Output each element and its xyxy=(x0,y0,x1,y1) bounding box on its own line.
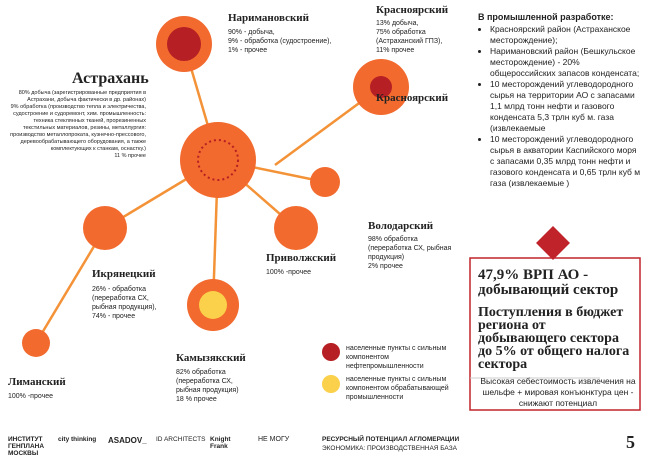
logo: ASADOV_ xyxy=(108,436,147,445)
list-item: Красноярский район (Астраханское месторо… xyxy=(490,24,643,46)
node-core xyxy=(370,76,392,98)
text-line: 18 % прочее xyxy=(176,396,217,403)
district-name: Володарский xyxy=(368,220,434,232)
text-line: 9% обработка (производство тепла и элект… xyxy=(10,104,146,152)
logo: Knight Frank xyxy=(210,436,231,450)
legend-label: населенные пункты с сильным компонентом … xyxy=(346,345,447,370)
district-name: Икрянецкий xyxy=(92,268,156,280)
logo: city thinking xyxy=(58,436,97,443)
logo: НЕ МОГУ xyxy=(258,436,290,443)
text-line: 26% - обработка (переработка СХ, рыбная … xyxy=(92,286,157,311)
district-name: Лиманский xyxy=(8,376,66,388)
development: В промышленной разработке: Красноярский … xyxy=(478,12,643,189)
district-text: 82% обработка (переработка СХ, рыбная пр… xyxy=(176,368,256,404)
district-name: Приволжский xyxy=(266,252,337,264)
circle-label: Красноярский xyxy=(376,92,449,104)
footer-title: РЕСУРСНЫЙ ПОТЕНЦИАЛ АГЛОМЕРАЦИИ xyxy=(322,436,460,443)
district-text: 100% -прочее xyxy=(266,268,346,277)
node xyxy=(310,167,340,197)
box-frame xyxy=(469,257,641,411)
district-name: Красноярский xyxy=(376,4,449,16)
text-line: 75% обработка (Астраханский ГПЗ), xyxy=(376,29,443,45)
node-core xyxy=(199,291,227,319)
development-list: Красноярский район (Астраханское месторо… xyxy=(478,24,643,189)
node xyxy=(180,122,256,198)
box-headline: 47,9% ВРП АО - добывающий сектор xyxy=(478,267,619,298)
text-line: 13% добыча, xyxy=(376,20,419,27)
box-note: Высокая себестоимость извлечения на шель… xyxy=(480,376,636,408)
footer-subtitle: ЭКОНОМИКА: ПРОИЗВОДСТВЕННАЯ БАЗА xyxy=(322,445,457,452)
node xyxy=(83,206,127,250)
legend-swatch xyxy=(322,375,340,393)
district-name: Наримановский xyxy=(228,12,309,24)
list-item: 10 месторождений углеводородного сырья н… xyxy=(490,79,643,134)
text-line: 100% -прочее xyxy=(8,393,54,400)
text-line: 82% обработка (переработка СХ, рыбная пр… xyxy=(176,369,239,394)
development-title: В промышленной разработке: xyxy=(478,12,614,22)
node xyxy=(274,206,318,250)
legend-label: населенные пункты с сильным компонентом … xyxy=(346,376,449,401)
district-text: 13% добыча, 75% обработка (Астраханский Г… xyxy=(376,19,466,55)
district-text: 90% - добыча, 9% - обработка (судостроени… xyxy=(228,28,348,55)
node xyxy=(22,329,50,357)
node-core xyxy=(167,27,201,61)
text-line: 11% прочее xyxy=(376,47,415,54)
logo: ID ARCHITECTS xyxy=(156,436,206,443)
district-name: Камызякский xyxy=(176,352,246,364)
box-subhead: Поступления в бюджет региона от добывающ… xyxy=(478,305,630,372)
logo: ИНСТИТУТ ГЕНПЛАНА МОСКВЫ xyxy=(8,436,45,457)
list-item: 10 месторождений углеводородного сырья в… xyxy=(490,134,643,189)
text-line: 100% -прочее xyxy=(266,269,312,276)
district-text: 98% обработка (переработка СХ, рыбная пр… xyxy=(368,235,453,271)
text-line: 90% - добыча, xyxy=(228,29,275,36)
list-item: Наримановский район (Бешкульское месторо… xyxy=(490,46,643,79)
text-line: 80% добыча (зарегистрированные предприят… xyxy=(18,90,146,103)
icon xyxy=(536,226,570,260)
district-name: Астрахань xyxy=(72,70,149,87)
text-line: 1% - прочее xyxy=(228,47,268,54)
node-ring xyxy=(197,139,239,181)
district-text: 100% -прочее xyxy=(8,392,88,401)
page-number: 5 xyxy=(626,432,635,452)
text-line: 74% - прочее xyxy=(92,313,136,320)
district-text: 80% добыча (зарегистрированные предприят… xyxy=(6,90,146,160)
text-line: 11 % прочее xyxy=(114,153,146,159)
district-text: 26% - обработка (переработка СХ, рыбная … xyxy=(92,285,172,321)
text-line: 2% прочее xyxy=(368,263,403,270)
legend-swatch xyxy=(322,343,340,361)
text-line: 98% обработка (переработка СХ, рыбная пр… xyxy=(368,236,452,261)
text-line: 9% - обработка (судостроение), xyxy=(228,38,332,45)
